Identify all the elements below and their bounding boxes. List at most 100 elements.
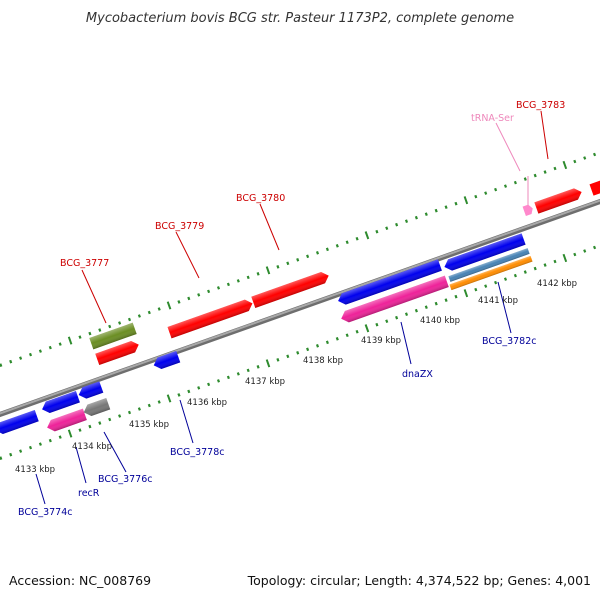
scale-tick bbox=[444, 205, 448, 209]
scale-tick bbox=[9, 359, 13, 364]
scale-label: 4137 kbp bbox=[245, 377, 285, 387]
gene-feature-bcg3780[interactable] bbox=[251, 270, 330, 309]
scale-tick bbox=[364, 231, 370, 240]
scale-tick bbox=[216, 379, 221, 383]
scale-tick bbox=[474, 287, 478, 292]
scale-tick bbox=[414, 308, 418, 313]
scale-tick bbox=[484, 284, 488, 288]
scale-label: 4133 kbp bbox=[15, 465, 55, 475]
scale-tick bbox=[364, 324, 370, 333]
scale-tick bbox=[523, 270, 527, 274]
scale-tick bbox=[265, 359, 271, 368]
forward-features bbox=[89, 178, 600, 365]
scale-tick bbox=[395, 222, 399, 227]
gene-feature-bcg3776c-gray[interactable] bbox=[82, 398, 111, 418]
scale-tick bbox=[463, 289, 469, 298]
gene-label-bcg3778c[interactable]: BCG_3778c bbox=[170, 447, 225, 458]
scale-tick bbox=[127, 410, 132, 415]
scale-tick bbox=[197, 293, 201, 297]
gene-label-bcg3783[interactable]: BCG_3783 bbox=[516, 100, 565, 111]
scale-tick bbox=[484, 191, 488, 195]
gene-label-bcg3776c[interactable]: BCG_3776c bbox=[98, 474, 153, 485]
gene-label-bcg3780[interactable]: BCG_3780 bbox=[236, 193, 285, 204]
gene-label-dnazx[interactable]: dnaZX bbox=[402, 369, 433, 380]
forward-tick-track bbox=[0, 152, 597, 367]
gene-feature-bcg3778c[interactable] bbox=[152, 351, 181, 371]
scale-tick bbox=[137, 407, 141, 411]
scale-tick bbox=[286, 261, 290, 266]
gene-feature-recR[interactable] bbox=[45, 408, 87, 434]
scale-tick bbox=[543, 263, 547, 267]
gene-label-trna-ser[interactable]: tRNA-Ser bbox=[471, 113, 514, 124]
scale-label: 4136 kbp bbox=[187, 398, 227, 408]
gene-label-recR[interactable]: recR bbox=[78, 488, 100, 499]
scale-tick bbox=[395, 315, 399, 320]
gene-labels: BCG_3777 BCG_3779 BCG_3780 BCG_3783 tRNA… bbox=[18, 100, 565, 518]
gene-label-bcg3782c[interactable]: BCG_3782c bbox=[482, 336, 537, 347]
genome-backbone bbox=[0, 198, 600, 418]
scale-tick bbox=[118, 414, 122, 418]
gene-label-bcg3779[interactable]: BCG_3779 bbox=[155, 221, 204, 232]
scale-tick bbox=[434, 208, 438, 213]
gene-feature-bcg3779[interactable] bbox=[167, 298, 255, 339]
scale-tick bbox=[573, 159, 577, 164]
gene-feature-bcg3777[interactable] bbox=[95, 339, 140, 365]
scale-tick bbox=[207, 289, 211, 294]
scale-tick bbox=[404, 312, 409, 316]
scale-tick bbox=[355, 236, 359, 241]
gene-feature-dnaZX-blue[interactable] bbox=[336, 259, 442, 306]
scale-tick bbox=[58, 342, 62, 346]
gene-feature-bcg3777-olive[interactable] bbox=[89, 322, 137, 350]
scale-tick bbox=[88, 331, 92, 336]
scale-tick bbox=[127, 317, 132, 322]
scale-tick bbox=[296, 258, 300, 262]
scale-tick bbox=[355, 329, 359, 334]
scale-tick bbox=[583, 156, 587, 160]
gene-feature-dnaZX[interactable] bbox=[339, 275, 449, 325]
scale-tick bbox=[523, 177, 527, 181]
scale-tick bbox=[157, 307, 161, 311]
scale-tick bbox=[236, 279, 240, 283]
scale-tick bbox=[434, 301, 438, 306]
gene-feature-bcg3776c-b[interactable] bbox=[77, 381, 104, 400]
gene-label-bcg3777[interactable]: BCG_3777 bbox=[60, 258, 109, 269]
scale-tick bbox=[335, 337, 339, 341]
scale-tick bbox=[385, 319, 389, 324]
scale-tick bbox=[236, 372, 240, 376]
reverse-features bbox=[0, 233, 533, 436]
scale-labels: 4133 kbp 4134 kbp 4135 kbp 4136 kbp 4137… bbox=[15, 279, 577, 475]
scale-tick bbox=[246, 275, 250, 280]
map-title: Mycobacterium bovis BCG str. Pasteur 117… bbox=[86, 11, 514, 26]
scale-tick bbox=[19, 356, 23, 360]
scale-tick bbox=[513, 273, 517, 278]
scale-tick bbox=[78, 335, 82, 339]
scale-tick bbox=[166, 301, 172, 310]
scale-tick bbox=[226, 375, 230, 380]
gene-feature-bcg3783-next[interactable] bbox=[589, 178, 600, 196]
scale-tick bbox=[246, 368, 250, 373]
scale-tick bbox=[28, 352, 33, 357]
gene-feature-bcg3776c[interactable] bbox=[40, 391, 80, 415]
gene-feature-bcg3782c-orange[interactable] bbox=[449, 255, 533, 291]
gene-feature-bcg3783[interactable] bbox=[534, 186, 583, 214]
scale-tick bbox=[573, 252, 577, 257]
scale-tick bbox=[0, 363, 3, 367]
gene-label-bcg3774c[interactable]: BCG_3774c bbox=[18, 507, 73, 518]
scale-label: 4140 kbp bbox=[420, 316, 460, 326]
scale-tick bbox=[306, 347, 310, 352]
gene-feature-bcg3774c[interactable] bbox=[0, 410, 39, 436]
scale-tick bbox=[38, 442, 42, 446]
scale-label: 4139 kbp bbox=[361, 336, 401, 346]
gene-feature-trna-ser[interactable] bbox=[522, 204, 535, 217]
scale-tick bbox=[463, 196, 469, 205]
scale-tick bbox=[562, 160, 568, 170]
gene-feature-bcg3782c-blue[interactable] bbox=[442, 233, 526, 272]
scale-tick bbox=[137, 314, 141, 318]
scale-tick bbox=[216, 286, 221, 290]
scale-tick bbox=[444, 298, 448, 302]
scale-tick bbox=[118, 321, 122, 325]
scale-tick bbox=[404, 219, 409, 223]
scale-tick bbox=[19, 449, 23, 453]
gene-feature-bcg3782c-steel[interactable] bbox=[448, 248, 530, 282]
